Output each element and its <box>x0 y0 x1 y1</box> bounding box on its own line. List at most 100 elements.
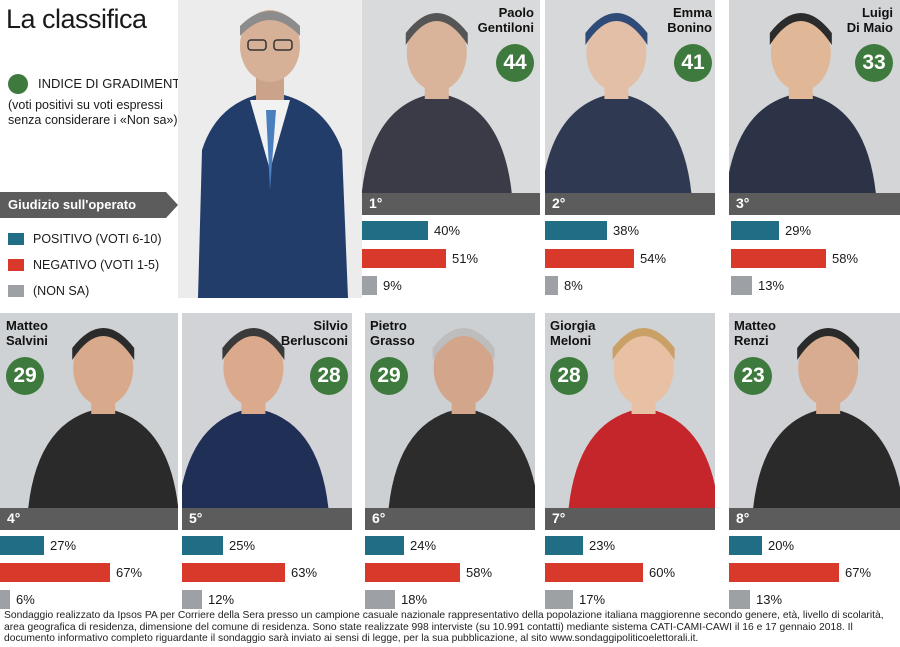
value-label: 51% <box>452 251 479 266</box>
portrait-emma-bonino <box>545 0 715 193</box>
value-label: 25% <box>229 538 256 553</box>
bar-non-sa <box>545 276 558 295</box>
rank-label: 1° <box>369 195 383 211</box>
person-last-name: Grasso <box>370 333 415 348</box>
portrait-pietro-grasso <box>365 313 535 508</box>
value-label: 27% <box>50 538 77 553</box>
portrait-giorgia-meloni <box>545 313 715 508</box>
giudizio-header-label: Giudizio sull'operato <box>8 197 137 212</box>
rank-bar: 2° <box>545 193 715 215</box>
person-first-name: Matteo <box>6 318 48 333</box>
footer-note: Sondaggio realizzato da Ipsos PA per Cor… <box>4 610 884 644</box>
legend-key-label: POSITIVO (VOTI 6-10) <box>33 232 162 246</box>
bar-negativo <box>0 563 110 582</box>
gradimento-legend-label: INDICE DI GRADIMENTO <box>38 76 191 91</box>
portrait-matteo-salvini <box>0 313 178 508</box>
person-last-name: Salvini <box>6 333 48 348</box>
value-label: 63% <box>291 565 318 580</box>
value-label: 13% <box>756 592 783 607</box>
gradimento-score: 29 <box>6 357 44 395</box>
bar-negativo <box>729 563 839 582</box>
rank-label: 2° <box>552 195 566 211</box>
rank-bar: 1° <box>362 193 540 215</box>
giudizio-arrow-shape <box>0 192 178 218</box>
value-label: 60% <box>649 565 676 580</box>
gradimento-score: 41 <box>674 44 712 82</box>
value-label: 17% <box>579 592 606 607</box>
bar-negativo <box>545 249 634 268</box>
bar-positivo <box>729 536 762 555</box>
value-label: 58% <box>466 565 493 580</box>
person-last-name: Di Maio <box>846 20 893 35</box>
value-label: 23% <box>589 538 616 553</box>
bar-positivo <box>362 221 428 240</box>
person-name: Pietro Grasso <box>370 318 530 348</box>
person-name: Silvio Berlusconi <box>182 318 348 348</box>
bar-non-sa <box>729 590 750 609</box>
bar-non-sa <box>731 276 752 295</box>
person-first-name: Paolo <box>498 5 534 20</box>
page-title: La classifica <box>6 4 147 34</box>
value-label: 40% <box>434 223 461 238</box>
person-last-name: Renzi <box>734 333 769 348</box>
gradimento-score: 33 <box>855 44 893 82</box>
rank-label: 8° <box>736 510 750 526</box>
legend-swatch-positivo <box>8 233 24 245</box>
person-first-name: Matteo <box>734 318 776 333</box>
bar-non-sa <box>545 590 573 609</box>
portrait-paolo-gentiloni <box>362 0 540 193</box>
value-label: 58% <box>832 251 859 266</box>
value-label: 12% <box>208 592 235 607</box>
value-label: 24% <box>410 538 437 553</box>
bar-positivo <box>365 536 404 555</box>
person-last-name: Bonino <box>667 20 712 35</box>
person-first-name: Pietro <box>370 318 407 333</box>
bar-positivo <box>545 221 607 240</box>
gradimento-score: 23 <box>734 357 772 395</box>
rank-bar: 6° <box>365 508 535 530</box>
person-name: Paolo Gentiloni <box>362 5 534 35</box>
value-label: 9% <box>383 278 402 293</box>
rank-label: 7° <box>552 510 566 526</box>
bar-non-sa <box>362 276 377 295</box>
portrait-silvio-berlusconi <box>182 313 352 508</box>
bar-positivo <box>545 536 583 555</box>
person-first-name: Silvio <box>313 318 348 333</box>
legend-key-label: NEGATIVO (VOTI 1-5) <box>33 258 160 272</box>
value-label: 20% <box>768 538 795 553</box>
person-name: Giorgia Meloni <box>550 318 712 348</box>
gradimento-score: 29 <box>370 357 408 395</box>
bar-negativo <box>365 563 460 582</box>
legend-swatch-negativo <box>8 259 24 271</box>
person-name: Luigi Di Maio <box>729 5 893 35</box>
portrait-luigi-di-maio <box>729 0 900 193</box>
giudizio-header: Giudizio sull'operato <box>0 192 178 218</box>
rank-bar: 4° <box>0 508 178 530</box>
value-label: 8% <box>564 278 583 293</box>
bar-positivo <box>731 221 779 240</box>
value-label: 54% <box>640 251 667 266</box>
value-label: 67% <box>116 565 143 580</box>
bar-negativo <box>182 563 285 582</box>
rank-label: 3° <box>736 195 750 211</box>
person-first-name: Giorgia <box>550 318 596 333</box>
value-label: 18% <box>401 592 428 607</box>
bar-negativo <box>731 249 826 268</box>
rank-label: 6° <box>372 510 386 526</box>
bar-non-sa <box>365 590 395 609</box>
portrait-matteo-renzi <box>729 313 900 508</box>
bar-negativo <box>545 563 643 582</box>
person-last-name: Berlusconi <box>280 333 348 348</box>
person-name: Matteo Salvini <box>6 318 172 348</box>
bar-positivo <box>182 536 223 555</box>
rank-label: 4° <box>7 510 21 526</box>
person-last-name: Gentiloni <box>477 20 534 35</box>
person-name: Matteo Renzi <box>734 318 895 348</box>
person-name: Emma Bonino <box>545 5 712 35</box>
legend-swatch-nonsa <box>8 285 24 297</box>
value-label: 29% <box>785 223 812 238</box>
bar-non-sa <box>182 590 202 609</box>
gradimento-score: 44 <box>496 44 534 82</box>
legend-key-label: (NON SA) <box>33 284 90 298</box>
bar-positivo <box>0 536 44 555</box>
